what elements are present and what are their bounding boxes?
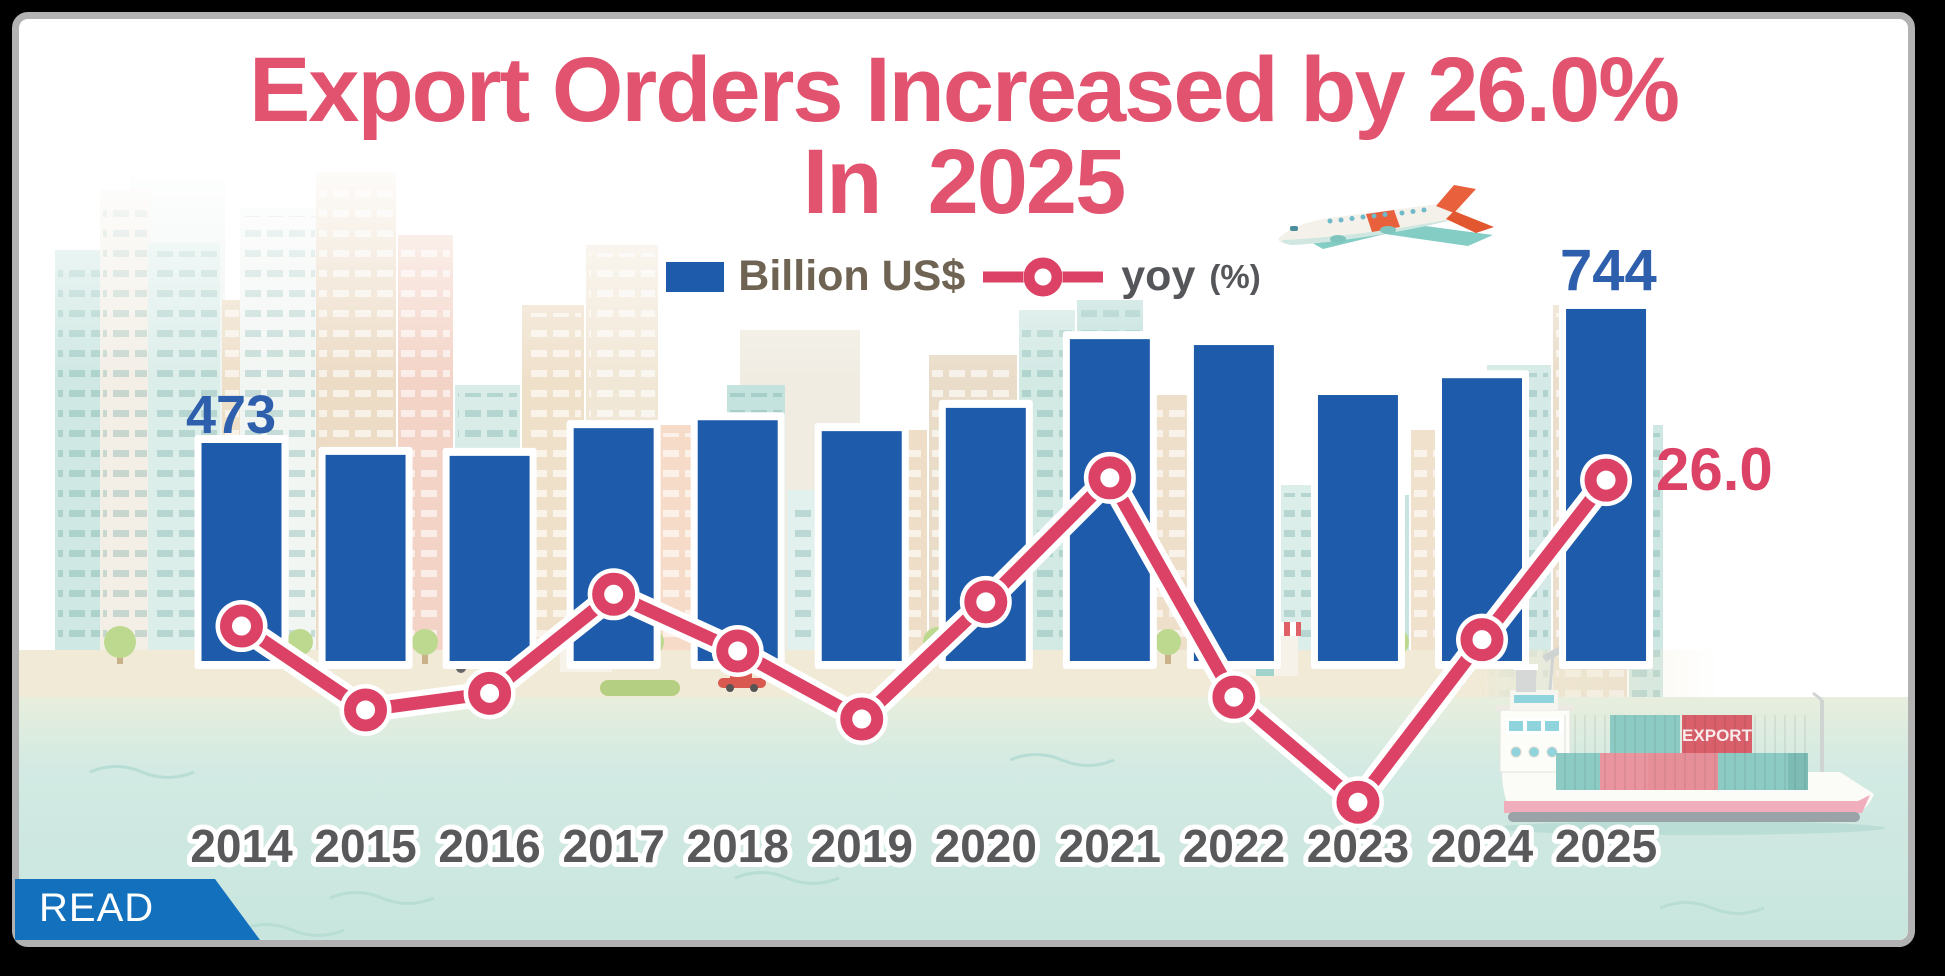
yoy-point-2020 (959, 575, 1012, 628)
yoy-point-2018 (711, 624, 764, 677)
year-label-2016: 2016 (438, 820, 540, 872)
bar-2015 (318, 446, 413, 669)
legend-line-label: yoy (1121, 252, 1196, 300)
cargo-ship-illustration: EXPORT (1495, 646, 1885, 835)
legend-line-label-suffix: (%) (1209, 257, 1261, 295)
year-label-2017: 2017 (562, 820, 664, 872)
legend-line-marker-icon (983, 256, 1104, 297)
legend-bar-swatch (666, 261, 725, 292)
year-label-2021: 2021 (1059, 820, 1161, 872)
yoy-point-2025 (1580, 454, 1633, 507)
read-button[interactable]: READ (15, 879, 260, 940)
yoy-point-2014 (215, 600, 268, 653)
bar-2018 (690, 412, 785, 669)
title-line-2: In 2025 (802, 131, 1127, 233)
yoy-point-2017 (587, 568, 640, 621)
water-waves (89, 753, 1765, 937)
bar-2016 (442, 447, 537, 669)
yoy-point-2021 (1083, 451, 1136, 504)
year-label-2025: 2025 (1555, 820, 1657, 872)
yoy-point-2016 (463, 667, 516, 720)
title-line-1: Export Orders Increased by 26.0% (248, 39, 1680, 141)
export-container-label: EXPORT (1682, 726, 1753, 745)
yoy-point-2022 (1207, 671, 1260, 724)
bar-2023 (1310, 387, 1405, 669)
yoy-point-2023 (1331, 776, 1384, 829)
year-label-2018: 2018 (687, 820, 789, 872)
bar-value-label-2025: 744 (1560, 238, 1657, 303)
year-label-2015: 2015 (314, 820, 416, 872)
year-label-2023: 2023 (1307, 820, 1409, 872)
bar-2019 (814, 423, 909, 669)
bar-value-label-2014: 473 (186, 385, 277, 445)
bar-2022 (1186, 337, 1281, 669)
year-label-2022: 2022 (1183, 820, 1285, 872)
year-label-2019: 2019 (811, 820, 913, 872)
yoy-point-2019 (835, 693, 888, 746)
airplane-illustration (1278, 185, 1494, 249)
yoy-point-2024 (1456, 613, 1508, 666)
year-label-2014: 2014 (190, 820, 293, 872)
yoy-value-label-2025: 26.0 (1656, 436, 1773, 503)
yoy-point-2015 (339, 683, 392, 736)
legend-bar-label: Billion US$ (738, 252, 966, 300)
chart-legend: Billion US$ yoy (%) (19, 252, 1908, 301)
year-label-2020: 2020 (935, 820, 1037, 872)
year-label-2024: 2024 (1431, 820, 1534, 872)
